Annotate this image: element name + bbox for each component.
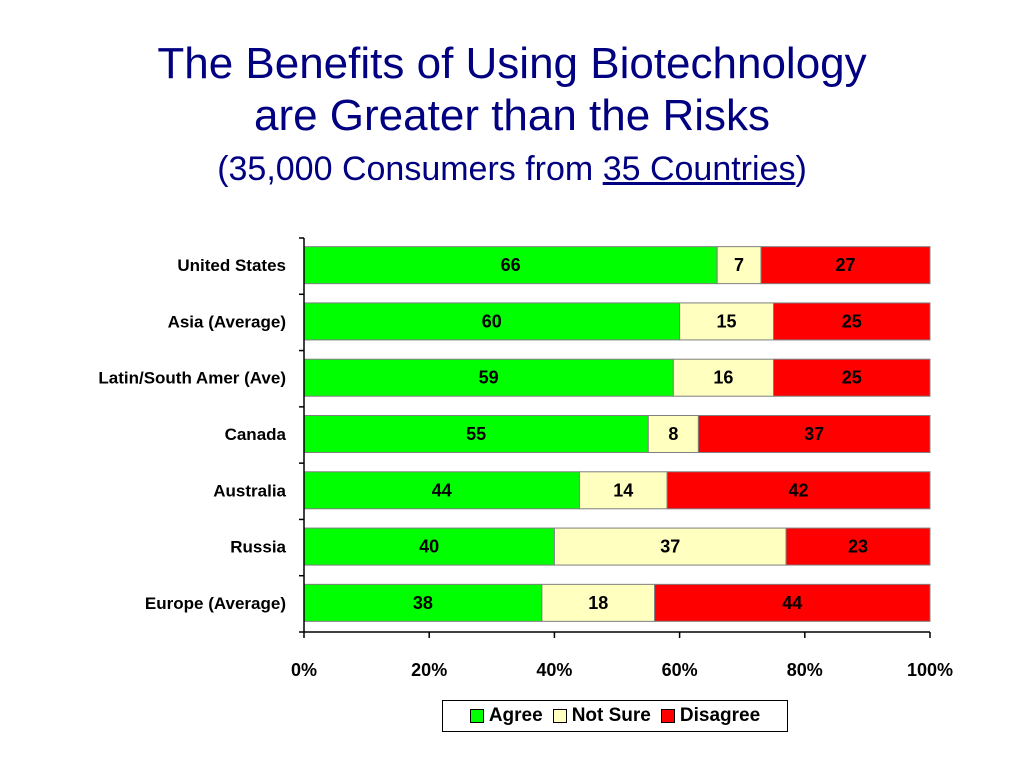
legend-item-not-sure: Not Sure [552,705,651,727]
legend-swatch [660,709,675,723]
x-tick-label: 40% [536,660,572,680]
data-label: 16 [713,368,733,388]
data-label: 66 [501,255,521,275]
x-tick-label: 100% [907,660,953,680]
category-label: Russia [230,538,286,557]
category-label: Canada [225,425,287,444]
chart-subtitle: (35,000 Consumers from 35 Countries) [0,146,1024,192]
data-label: 55 [466,424,486,444]
category-label: Latin/South Amer (Ave) [98,369,286,388]
data-label: 15 [717,311,737,331]
data-label: 37 [660,537,680,557]
category-label: Europe (Average) [145,594,286,613]
bar-segment-agree [303,527,555,566]
axis-layer: United States Asia (Average) Latin/South A… [98,237,953,680]
data-label: 44 [782,593,802,613]
title-block: The Benefits of Using Biotechnology are … [0,38,1024,192]
bar-segment-disagree [785,527,931,566]
legend-label: Agree [488,705,543,726]
bar-segment-agree [303,358,674,397]
legend-label: Disagree [679,705,761,726]
bar-segment-not-sure [647,415,699,453]
data-label: 37 [804,424,824,444]
legend-swatch [552,709,567,723]
data-label: 42 [789,480,809,500]
x-tick-label: 60% [662,660,698,680]
data-label: 60 [482,311,502,331]
bar-segment-disagree [773,358,931,397]
bar-segment-disagree [666,471,931,510]
x-tick-label: 0% [291,660,317,680]
countries-link[interactable]: 35 Countries [602,150,796,188]
data-label: 7 [734,255,744,275]
chart-title-line-2: are Greater than the Risks [253,91,770,140]
bar-segment-not-sure [553,527,787,566]
data-label: 38 [413,593,433,613]
subtitle-prefix: (35,000 Consumers from [217,150,603,188]
category-label: Australia [213,481,286,500]
data-label: 23 [848,537,868,557]
legend-item-agree: Agree [469,705,543,727]
bar-segment-agree [303,415,649,453]
category-label: Asia (Average) [168,312,286,331]
data-label: 8 [668,424,678,444]
bar-segment-not-sure [578,471,668,510]
data-label: 44 [432,480,452,500]
chart-title-line-1: The Benefits of Using Biotechnology [157,39,867,88]
legend-label: Not Sure [571,705,651,726]
data-label: 25 [842,368,862,388]
bar-segment-not-sure [679,302,774,341]
x-tick-label: 80% [787,660,823,680]
legend-swatch [469,709,484,723]
category-label: United States [177,256,286,275]
data-label: 14 [613,480,633,500]
data-label: 25 [842,311,862,331]
data-label: 40 [419,537,439,557]
data-label: 18 [588,593,608,613]
legend: Agree Not Sure Disagree [442,700,788,732]
bar-segment-disagree [697,415,931,453]
bar-segment-disagree [773,302,931,341]
data-label: 59 [479,368,499,388]
bars-layer: 66 7 27 60 15 25 59 16 25 55 8 37 44 14 42 40 37 23 38 18 44 [303,246,931,622]
bar-segment-disagree [760,246,931,285]
legend-item-disagree: Disagree [660,705,761,727]
subtitle-suffix: ) [795,150,807,188]
data-label: 27 [835,255,855,275]
bar-segment-disagree [654,583,931,622]
bar-segment-agree [303,471,580,510]
bar-segment-agree [303,246,718,285]
bar-segment-not-sure [672,358,775,397]
x-tick-label: 20% [411,660,447,680]
